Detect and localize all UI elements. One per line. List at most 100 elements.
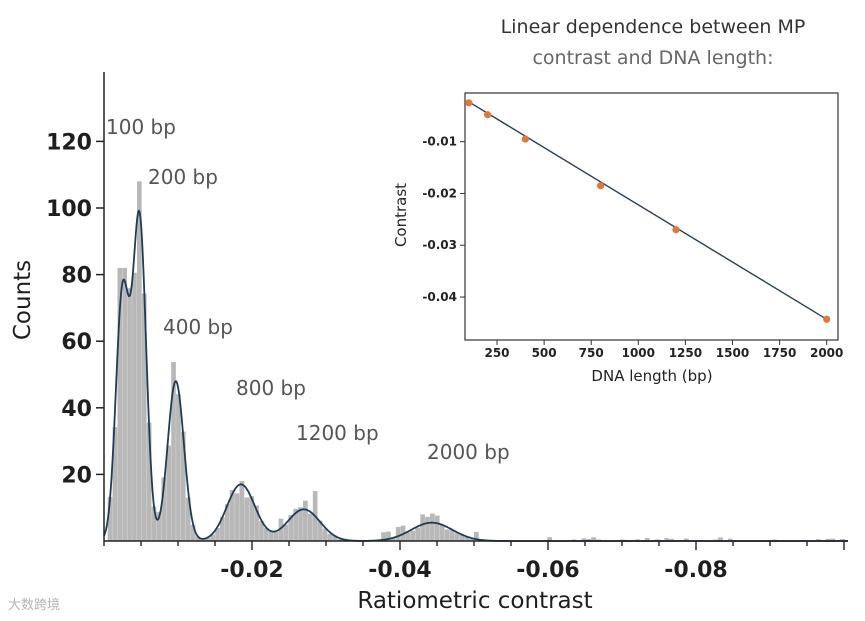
histogram-bar <box>444 529 450 541</box>
inset-y-tick-label: -0.03 <box>422 238 457 252</box>
x-axis-title: Ratiometric contrast <box>357 588 592 614</box>
peak-label-2000bp: 2000 bp <box>427 440 510 464</box>
histogram-bar <box>190 524 196 541</box>
histogram-bar <box>381 532 386 541</box>
histogram-bar <box>327 533 333 541</box>
histogram-bar <box>449 529 455 541</box>
histogram-bar <box>303 500 308 541</box>
histogram-bar <box>664 538 670 541</box>
histogram-bar <box>469 539 474 541</box>
y-tick-label: 20 <box>61 463 92 488</box>
y-tick-label: 80 <box>61 264 92 289</box>
histogram-bar <box>293 508 298 541</box>
inset-x-tick-label: 2000 <box>810 346 843 360</box>
inset-x-axis-title: DNA length (bp) <box>591 367 712 385</box>
histogram-bars <box>107 181 845 542</box>
histogram-bar <box>425 516 430 541</box>
histogram-bar <box>283 524 289 541</box>
histogram-bar <box>474 531 479 541</box>
inset-x-tick-label: 1250 <box>669 346 702 360</box>
histogram-bar <box>210 534 215 541</box>
x-tick-label: -0.02 <box>220 558 283 583</box>
inset-data-point <box>484 111 492 119</box>
histogram-bar <box>249 496 255 541</box>
histogram-bar <box>146 422 152 541</box>
histogram-chart: 20 40 60 80 100 120 -0.02 -0.04 -0.06 -0.08 Rati… <box>10 72 848 614</box>
histogram-bar <box>234 493 240 541</box>
histogram-bar <box>220 517 225 541</box>
peak-labels: 100 bp 200 bp 400 bp 800 bp 1200 bp 2000… <box>106 115 510 464</box>
histogram-bar <box>459 534 465 541</box>
histogram-bar <box>278 518 284 541</box>
inset-x-tick-label: 1000 <box>622 346 655 360</box>
histogram-bar <box>547 537 552 541</box>
histogram-bar <box>107 496 113 541</box>
peak-label-100bp: 100 bp <box>106 115 176 139</box>
watermark: 大数跨境 <box>8 598 61 613</box>
histogram-bar <box>586 538 592 541</box>
inset-x-tick-label: 1500 <box>716 346 749 360</box>
histogram-bar <box>268 531 274 541</box>
histogram-bar <box>151 506 157 541</box>
y-tick-label: 60 <box>61 330 92 355</box>
histogram-bar <box>591 537 596 541</box>
histogram-bar <box>112 427 118 541</box>
inset-data-point <box>597 182 605 190</box>
histogram-bar <box>122 267 128 541</box>
inset-x-tick-label: 250 <box>484 346 509 360</box>
histogram-bar <box>727 538 733 541</box>
histogram-bar <box>132 272 137 541</box>
histogram-bar <box>185 497 191 541</box>
inset-x-ticks: 250 500 750 1000 1250 1500 1750 2000 <box>484 340 843 360</box>
histogram-bar <box>273 531 279 541</box>
histogram-bar <box>322 528 328 541</box>
inset-data-point <box>521 135 529 143</box>
histogram-bar <box>127 288 132 541</box>
y-tick-label: 120 <box>46 130 92 155</box>
inset-y-tick-label: -0.01 <box>422 135 457 149</box>
histogram-bar <box>415 527 421 541</box>
histogram-bar <box>156 511 162 541</box>
y-tick-label: 40 <box>61 397 92 422</box>
peak-label-1200bp: 1200 bp <box>296 421 379 445</box>
histogram-bar <box>176 394 181 541</box>
peak-label-800bp: 800 bp <box>236 376 306 400</box>
y-axis-title: Counts <box>10 260 36 340</box>
histogram-bar <box>439 524 445 541</box>
peak-label-200bp: 200 bp <box>148 165 218 189</box>
histogram-bar <box>137 181 142 542</box>
histogram-bar <box>332 535 338 541</box>
histogram-bar <box>464 537 469 541</box>
histogram-bar <box>684 538 689 541</box>
histogram-bar <box>718 537 723 541</box>
histogram-bar <box>337 539 342 541</box>
histogram-bar <box>224 504 230 541</box>
histogram-bar <box>644 538 650 541</box>
histogram-bar <box>825 538 831 541</box>
x-tick-label: -0.08 <box>664 558 727 583</box>
inset-plot-frame <box>464 92 839 341</box>
inset-y-tick-label: -0.04 <box>422 290 457 304</box>
inset-title-line1: Linear dependence between MP <box>501 16 806 38</box>
histogram-bar <box>317 520 323 541</box>
inset-data-point <box>823 315 831 323</box>
histogram-bar <box>171 361 176 541</box>
histogram-bar <box>180 431 186 541</box>
histogram-bar <box>386 531 391 541</box>
x-ticks: -0.02 -0.04 -0.06 -0.08 <box>103 541 845 583</box>
histogram-bar <box>298 507 303 541</box>
histogram-bar <box>830 538 836 541</box>
y-ticks: 20 40 60 80 100 120 <box>46 130 104 488</box>
histogram-bar <box>840 539 845 541</box>
histogram-bar <box>669 538 675 541</box>
histogram-bar <box>259 521 264 541</box>
histogram-bar <box>195 536 201 541</box>
histogram-bar <box>254 505 259 541</box>
y-tick-label: 100 <box>46 197 92 222</box>
histogram-bar <box>410 530 416 541</box>
histogram-bar <box>420 514 425 541</box>
inset-data-point <box>465 99 473 107</box>
inset-y-tick-label: -0.02 <box>422 186 457 200</box>
inset-title-line2: contrast and DNA length: <box>532 47 773 69</box>
